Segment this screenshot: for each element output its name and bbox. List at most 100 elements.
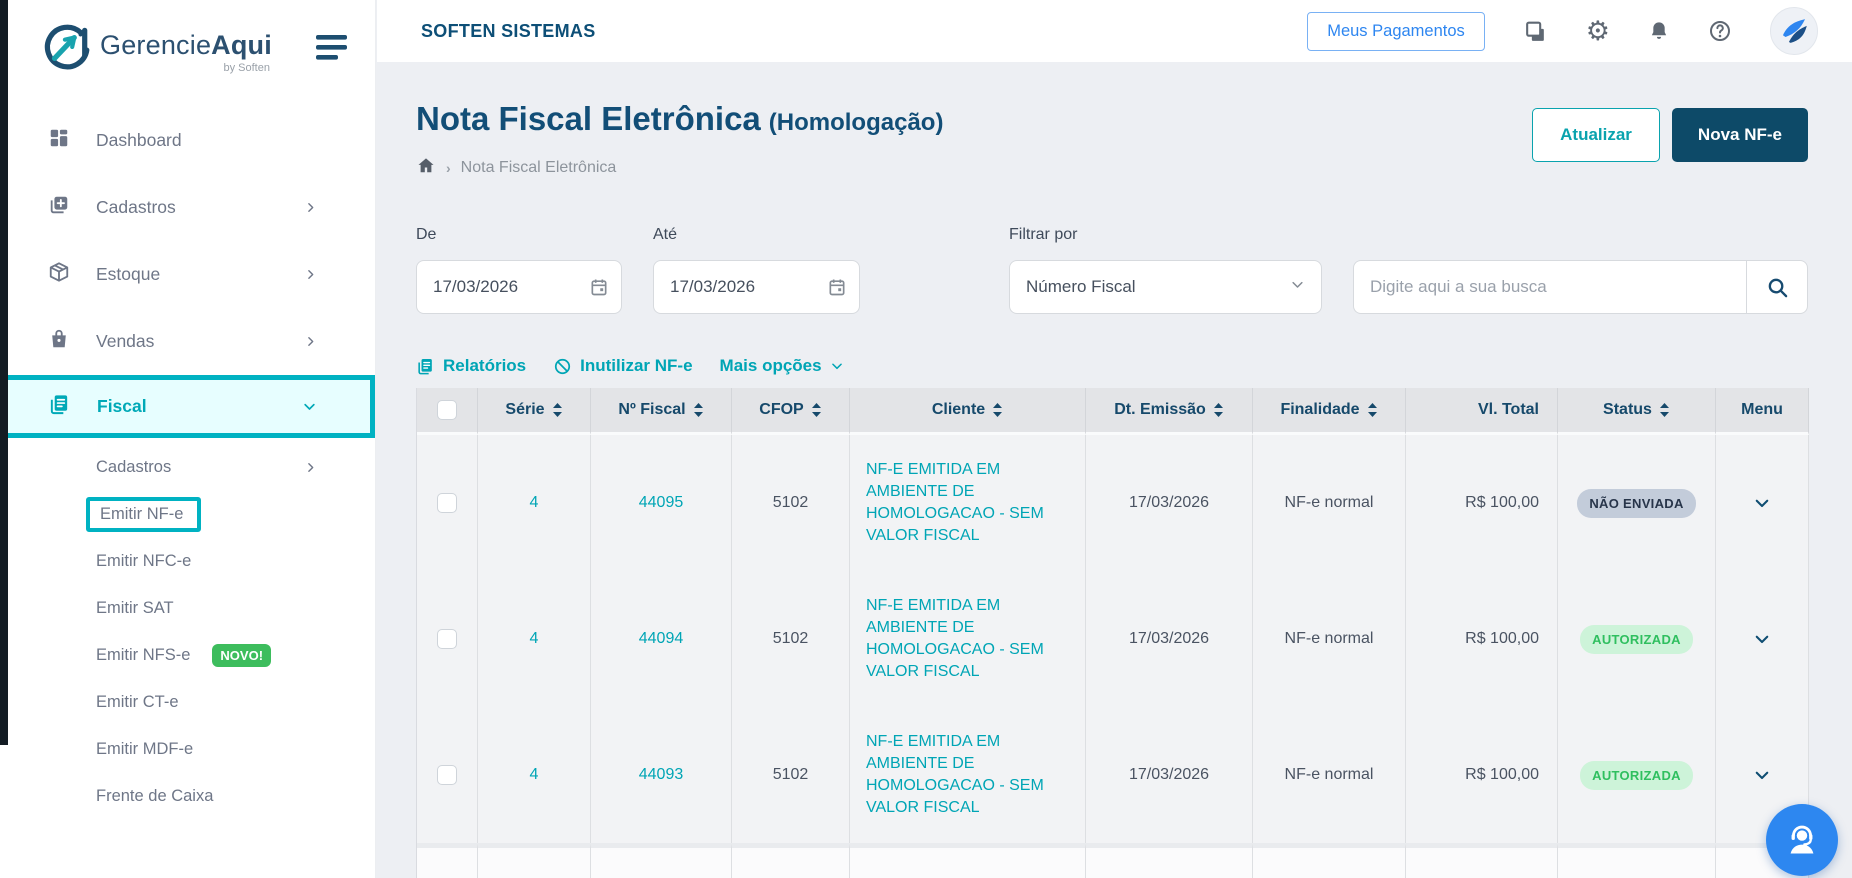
sidebar: GerencieAqui by Soften Dashboard — [0, 0, 376, 878]
serie-link[interactable]: 4 — [529, 494, 539, 511]
header-select-all — [417, 388, 478, 435]
header-finalidade[interactable]: Finalidade — [1253, 388, 1406, 435]
sidebar-item-vendas[interactable]: Vendas — [0, 308, 375, 375]
table-actions: Relatórios Inutilizar NF-e Mais opções — [416, 356, 1808, 376]
submenu-item-emitir-cte[interactable]: Emitir CT-e — [0, 679, 375, 726]
search-button[interactable] — [1746, 260, 1808, 314]
row-menu-chevron[interactable] — [1753, 766, 1771, 784]
row-checkbox[interactable] — [437, 629, 457, 649]
user-avatar[interactable] — [1770, 7, 1818, 55]
to-date-input[interactable] — [653, 260, 860, 314]
partial-row-cell — [1406, 843, 1558, 878]
sort-icon — [1367, 403, 1377, 417]
sidebar-item-label: Dashboard — [96, 130, 182, 150]
row-checkbox[interactable] — [437, 493, 457, 513]
gerencieaqui-logo-icon — [42, 22, 92, 79]
sort-icon — [1213, 403, 1223, 417]
search-input[interactable] — [1353, 260, 1746, 314]
novo-badge: NOVO! — [212, 644, 272, 667]
total-cell: R$ 100,00 — [1406, 571, 1558, 707]
sidebar-item-label: Fiscal — [97, 396, 147, 416]
inutilizar-nfe-link[interactable]: Inutilizar NF-e — [553, 356, 693, 376]
from-date-label: De — [416, 226, 437, 243]
row-checkbox[interactable] — [437, 765, 457, 785]
chevron-down-icon — [1290, 277, 1305, 297]
submenu-item-emitir-nfce[interactable]: Emitir NFC-e — [0, 538, 375, 585]
header-cliente[interactable]: Cliente — [850, 388, 1086, 435]
num-fiscal-link[interactable]: 44094 — [638, 630, 684, 647]
estoque-icon — [48, 261, 70, 288]
ban-icon — [555, 358, 571, 374]
row-menu-chevron[interactable] — [1753, 494, 1771, 512]
breadcrumb-separator: › — [446, 160, 451, 176]
sidebar-menu: Dashboard Cadastros Estoque — [0, 107, 375, 820]
submenu-item-frente-de-caixa[interactable]: Frente de Caixa — [0, 773, 375, 820]
header-dt-emissao[interactable]: Dt. Emissão — [1086, 388, 1253, 435]
topbar: SOFTEN SISTEMAS Meus Pagamentos ⚙ — [377, 0, 1852, 62]
submenu-item-emitir-mdfe[interactable]: Emitir MDF-e — [0, 726, 375, 773]
sidebar-item-cadastros[interactable]: Cadastros — [0, 174, 375, 241]
finalidade-cell: NF-e normal — [1253, 571, 1406, 707]
sidebar-item-fiscal[interactable]: Fiscal — [0, 375, 375, 438]
row-checkbox-cell — [417, 707, 478, 843]
sidebar-item-estoque[interactable]: Estoque — [0, 241, 375, 308]
sidebar-item-dashboard[interactable]: Dashboard — [0, 107, 375, 174]
chevron-down-icon — [302, 399, 317, 414]
row-checkbox-cell — [417, 435, 478, 571]
partial-row-cell — [1086, 843, 1253, 878]
header-cfop[interactable]: CFOP — [732, 388, 850, 435]
submenu-item-label: Emitir MDF-e — [96, 740, 194, 758]
atualizar-button[interactable]: Atualizar — [1532, 108, 1660, 162]
fiscal-icon — [48, 393, 71, 421]
cfop-cell: 5102 — [732, 435, 850, 571]
chevron-right-icon — [304, 335, 317, 348]
submenu-item-label: Emitir NFC-e — [96, 552, 192, 570]
submenu-item-emitir-nfse[interactable]: Emitir NFS-e NOVO! — [0, 632, 375, 679]
sidebar-item-label: Vendas — [96, 331, 155, 351]
help-icon[interactable] — [1708, 19, 1732, 43]
filter-by-select[interactable]: Número Fiscal — [1009, 260, 1322, 314]
sort-icon — [993, 403, 1003, 417]
app-logo[interactable]: GerencieAqui by Soften — [42, 22, 272, 79]
nova-nfe-button[interactable]: Nova NF-e — [1671, 108, 1808, 162]
mais-opcoes-link[interactable]: Mais opções — [720, 356, 844, 376]
select-all-checkbox[interactable] — [437, 400, 457, 420]
cliente-link[interactable]: NF-E EMITIDA EM AMBIENTE DE HOMOLOGACAO … — [866, 460, 1044, 545]
filter-by-label: Filtrar por — [1009, 226, 1078, 243]
partial-row-cell — [591, 843, 732, 878]
serie-link[interactable]: 4 — [529, 766, 539, 783]
header-serie[interactable]: Série — [478, 388, 591, 435]
submenu-item-emitir-sat[interactable]: Emitir SAT — [0, 585, 375, 632]
submenu-item-emitir-nfe[interactable]: Emitir NF-e — [0, 491, 375, 538]
meus-pagamentos-button[interactable]: Meus Pagamentos — [1307, 11, 1485, 51]
row-menu-chevron[interactable] — [1753, 630, 1771, 648]
submenu-item-cadastros[interactable]: Cadastros — [0, 444, 375, 491]
main-content: Nota Fiscal Eletrônica (Homologação) › No… — [377, 62, 1852, 878]
chevron-down-icon — [831, 363, 842, 370]
num-fiscal-link[interactable]: 44093 — [638, 766, 684, 783]
header-num-fiscal[interactable]: Nº Fiscal — [591, 388, 732, 435]
sort-icon — [811, 403, 821, 417]
relatorios-link[interactable]: Relatórios — [416, 356, 526, 376]
finalidade-cell: NF-e normal — [1253, 435, 1406, 571]
home-icon[interactable] — [416, 156, 436, 180]
gear-icon[interactable]: ⚙ — [1585, 15, 1610, 47]
chevron-right-icon — [304, 268, 317, 281]
from-date-input[interactable] — [416, 260, 622, 314]
partial-row-cell — [1253, 843, 1406, 878]
num-fiscal-link[interactable]: 44095 — [638, 494, 684, 511]
serie-link[interactable]: 4 — [529, 630, 539, 647]
header-status[interactable]: Status — [1558, 388, 1716, 435]
windows-copy-icon[interactable] — [1523, 19, 1548, 44]
filter-by-value: Número Fiscal — [1026, 277, 1136, 296]
cliente-link[interactable]: NF-E EMITIDA EM AMBIENTE DE HOMOLOGACAO … — [866, 732, 1044, 817]
partial-row-cell — [1558, 843, 1716, 878]
chevron-right-icon — [304, 461, 317, 474]
total-cell: R$ 100,00 — [1406, 707, 1558, 843]
emissao-cell: 17/03/2026 — [1086, 707, 1253, 843]
hamburger-menu-icon[interactable] — [316, 34, 347, 66]
cliente-link[interactable]: NF-E EMITIDA EM AMBIENTE DE HOMOLOGACAO … — [866, 596, 1044, 681]
header-vl-total: Vl. Total — [1406, 388, 1558, 435]
bell-icon[interactable] — [1648, 19, 1670, 43]
support-chat-button[interactable] — [1766, 804, 1838, 876]
